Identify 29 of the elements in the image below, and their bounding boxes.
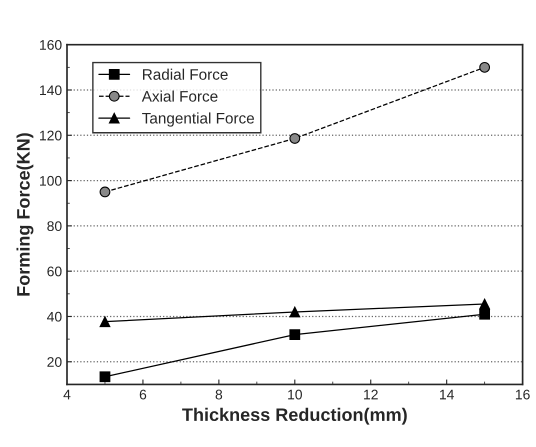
legend-label: Radial Force <box>143 68 228 80</box>
y-tick-label: 80 <box>47 221 62 232</box>
point <box>289 329 300 340</box>
y-tick-label: 140 <box>40 85 62 96</box>
point <box>100 186 110 198</box>
x-tick-label: 10 <box>288 390 302 400</box>
y-tick-label: 20 <box>47 357 62 367</box>
x-tick-label: 4 <box>63 390 70 400</box>
legend-label: Tangential Force <box>142 112 254 127</box>
x-tick-label: 16 <box>516 390 530 400</box>
x-tick-label: 8 <box>216 390 222 400</box>
point <box>479 298 490 310</box>
x-axis-title: Thickness Reduction(mm) <box>182 408 407 425</box>
legend-label: Axial Force <box>142 90 218 102</box>
y-tick-label: 120 <box>40 130 62 140</box>
y-axis-title: Forming Force(KN) <box>16 133 34 296</box>
x-tick-label: 14 <box>440 390 454 400</box>
y-tick-label: 40 <box>47 312 62 322</box>
point <box>289 133 300 144</box>
y-tick-label: 60 <box>47 266 62 276</box>
x-tick-label: 6 <box>140 390 146 400</box>
y-tick-label: 160 <box>40 40 62 50</box>
y-tick-label: 100 <box>40 176 62 186</box>
point <box>479 308 490 320</box>
point <box>289 306 300 318</box>
x-tick-label: 12 <box>364 390 378 400</box>
point <box>100 371 110 382</box>
point <box>479 62 490 73</box>
point <box>100 316 110 328</box>
